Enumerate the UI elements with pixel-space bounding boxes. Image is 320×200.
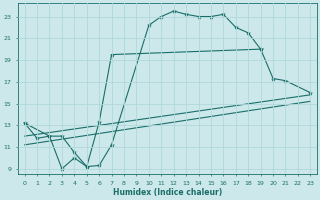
X-axis label: Humidex (Indice chaleur): Humidex (Indice chaleur) xyxy=(113,188,222,197)
